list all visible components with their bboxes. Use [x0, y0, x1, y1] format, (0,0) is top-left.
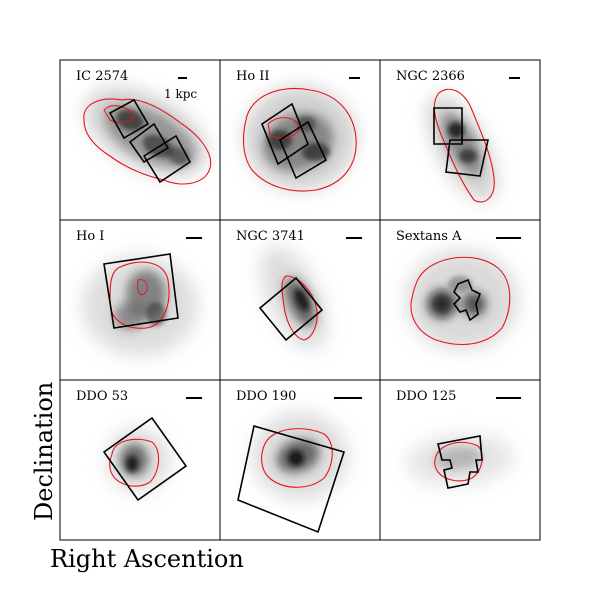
panel-label: DDO 53: [76, 389, 128, 404]
panel-ddo125: DDO 125: [396, 389, 521, 489]
footprint-box: [108, 98, 150, 140]
contour-line: [83, 98, 212, 185]
emission-blob: [406, 250, 518, 350]
emission-blob: [288, 450, 304, 466]
emission-map: [106, 428, 170, 492]
emission-blob: [434, 445, 482, 471]
panel-ngc3741: NGC 3741: [236, 229, 362, 350]
contour-line: [433, 88, 495, 203]
emission-blob: [459, 149, 477, 163]
scale-bar-label: 1 kpc: [164, 87, 197, 101]
panel-label: NGC 3741: [236, 229, 305, 244]
panel-ddo190: DDO 190: [236, 389, 362, 534]
contour-line: [109, 438, 160, 487]
footprint-box: [237, 424, 346, 534]
emission-blob: [126, 456, 138, 472]
panel-label: NGC 2366: [396, 69, 465, 84]
footprint-region: [452, 278, 482, 322]
contour-line: [137, 279, 148, 296]
emission-map: [427, 95, 497, 201]
contour-line: [109, 261, 170, 329]
panel-label: Ho I: [76, 229, 104, 244]
emission-map: [85, 87, 207, 177]
panel-grid: [59, 59, 541, 541]
panel-ddo53: DDO 53: [76, 389, 202, 502]
panel-label: DDO 125: [396, 389, 456, 404]
emission-map: [244, 86, 356, 190]
footprint-box: [142, 134, 192, 184]
footprint-box: [279, 120, 328, 180]
panel-ngc2366: NGC 2366: [396, 69, 520, 203]
panel-sextansa: Sextans A: [396, 229, 521, 350]
emission-map: [406, 250, 518, 350]
panels-layer: IC 2574 1 kpc Ho II NGC 2366 Ho I NGC 3741 Sex…: [76, 69, 521, 534]
emission-map: [82, 256, 198, 356]
footprint-region: [437, 435, 483, 489]
contour-line: [261, 428, 333, 488]
panel-label: IC 2574: [76, 69, 128, 84]
emission-map: [406, 433, 514, 487]
emission-map: [260, 246, 328, 350]
footprint-box: [128, 122, 170, 164]
footprint-box: [445, 139, 489, 177]
panel-label: DDO 190: [236, 389, 296, 404]
contour-line: [242, 87, 357, 192]
contour-line: [434, 441, 483, 482]
panel-hoii: Ho II: [236, 69, 360, 192]
emission-blob: [428, 290, 456, 318]
panel-label: Ho II: [236, 69, 270, 84]
footprint-box: [433, 107, 463, 145]
footprint-box: [102, 416, 188, 502]
panel-label: Sextans A: [396, 229, 462, 244]
emission-blob: [302, 143, 330, 161]
panel-hoi: Ho I: [76, 229, 202, 356]
y-axis-label: Declination: [30, 382, 58, 521]
emission-blob: [294, 288, 310, 312]
panel-ic2574: IC 2574 1 kpc: [76, 69, 212, 185]
contour-line: [281, 275, 318, 341]
x-axis-label: Right Ascention: [50, 545, 244, 573]
contour-line: [410, 256, 511, 345]
emission-blob: [462, 292, 486, 316]
emission-blob: [448, 122, 464, 138]
footprint-box: [258, 276, 324, 342]
footprint-box: [261, 102, 309, 166]
footprint-box: [103, 253, 179, 329]
